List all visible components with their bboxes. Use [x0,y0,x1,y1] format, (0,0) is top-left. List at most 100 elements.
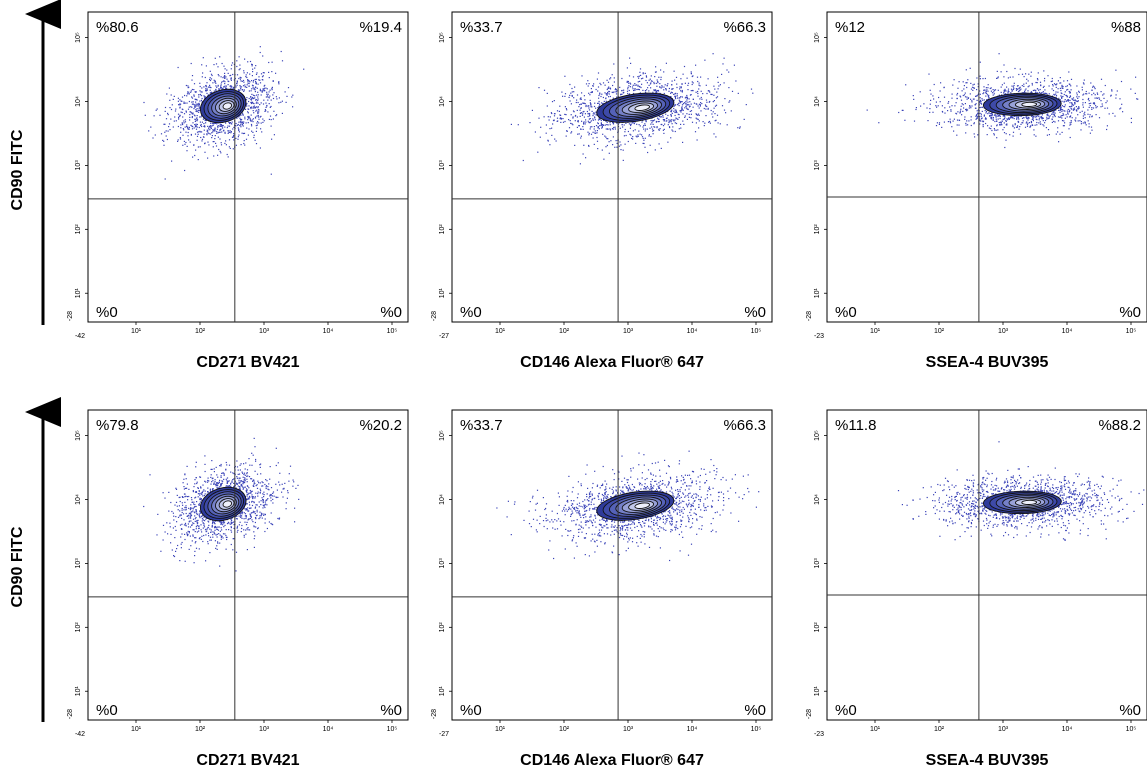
event-dot [640,86,642,89]
event-dot [580,112,583,114]
event-dot [255,504,257,506]
event-dot [1061,86,1063,88]
event-dot [597,126,599,128]
event-dot [266,105,268,107]
event-dot [570,114,572,116]
event-dot [237,124,239,126]
event-dot [982,124,984,126]
event-dot [913,120,916,122]
event-dot [303,68,305,70]
event-dot [641,136,644,138]
event-dot [253,87,255,89]
event-dot [577,120,579,122]
event-dot [174,116,176,118]
event-dot [194,105,196,107]
event-dot [259,88,261,90]
event-dot [1059,116,1061,118]
event-dot [184,143,186,145]
event-dot [951,105,953,107]
event-dot [631,137,633,139]
event-dot [606,94,608,96]
event-dot [169,107,171,109]
event-dot [194,126,197,128]
event-dot [1091,94,1093,96]
event-dot [214,526,216,528]
event-dot [213,130,215,132]
event-dot [608,96,610,98]
event-dot [679,88,681,90]
event-dot [268,97,270,99]
event-dot [209,89,211,91]
event-dot [970,119,972,121]
event-dot [1006,123,1008,125]
event-dot [248,476,251,478]
event-dot [250,114,252,116]
event-dot [982,99,984,101]
event-dot [245,529,247,531]
event-dot [627,80,629,83]
event-dot [268,61,270,64]
event-dot [173,555,176,558]
event-dot [1076,92,1078,94]
event-dot [1054,112,1056,114]
event-dot [1077,100,1079,102]
event-dot [656,85,658,87]
event-dot [658,128,660,130]
event-dot [255,87,257,89]
event-dot [1061,114,1064,117]
event-dot [1053,83,1056,85]
event-dot [185,131,187,133]
event-dot [668,122,670,124]
event-dot [595,107,597,109]
event-dot [1085,124,1087,126]
event-dot [696,118,698,120]
event-dot [256,94,258,96]
event-dot [188,126,190,128]
event-dot [671,88,673,90]
event-dot [237,123,239,126]
event-dot [660,116,662,118]
event-dot [743,118,745,120]
event-dot [210,91,213,93]
event-dot [1069,95,1071,97]
event-dot [1091,89,1093,91]
event-dot [243,536,245,538]
event-dot [999,117,1001,120]
event-dot [611,128,614,130]
event-dot [231,62,234,64]
event-dot [173,120,175,122]
event-dot [644,130,646,132]
event-dot [645,91,647,93]
event-dot [986,93,988,95]
event-dot [621,93,623,95]
event-dot [712,101,714,103]
event-dot [688,104,690,106]
event-dot [645,121,647,123]
event-dot [181,111,183,114]
event-dot [963,85,965,87]
event-dot [556,110,559,112]
event-dot [953,79,955,81]
event-dot [1003,126,1005,129]
event-dot [1070,123,1072,125]
event-dot [1053,113,1055,115]
event-dot [1054,114,1056,116]
event-dot [176,505,178,507]
event-dot [576,126,578,128]
event-dot [706,92,708,95]
event-dot [1036,114,1038,116]
event-dot [1116,90,1118,92]
event-dot [569,100,571,102]
event-dot [210,126,212,128]
event-dot [601,93,603,95]
event-dot [248,128,250,130]
event-dot [698,120,700,122]
event-dot [254,511,256,513]
event-dot [212,520,214,522]
row-axis-2: CD90 FITC [9,397,61,722]
event-dot [260,128,262,130]
event-dot [608,86,610,88]
event-dot [652,130,654,132]
event-dot [189,116,191,118]
y-tick-label: 10¹ [75,288,82,299]
